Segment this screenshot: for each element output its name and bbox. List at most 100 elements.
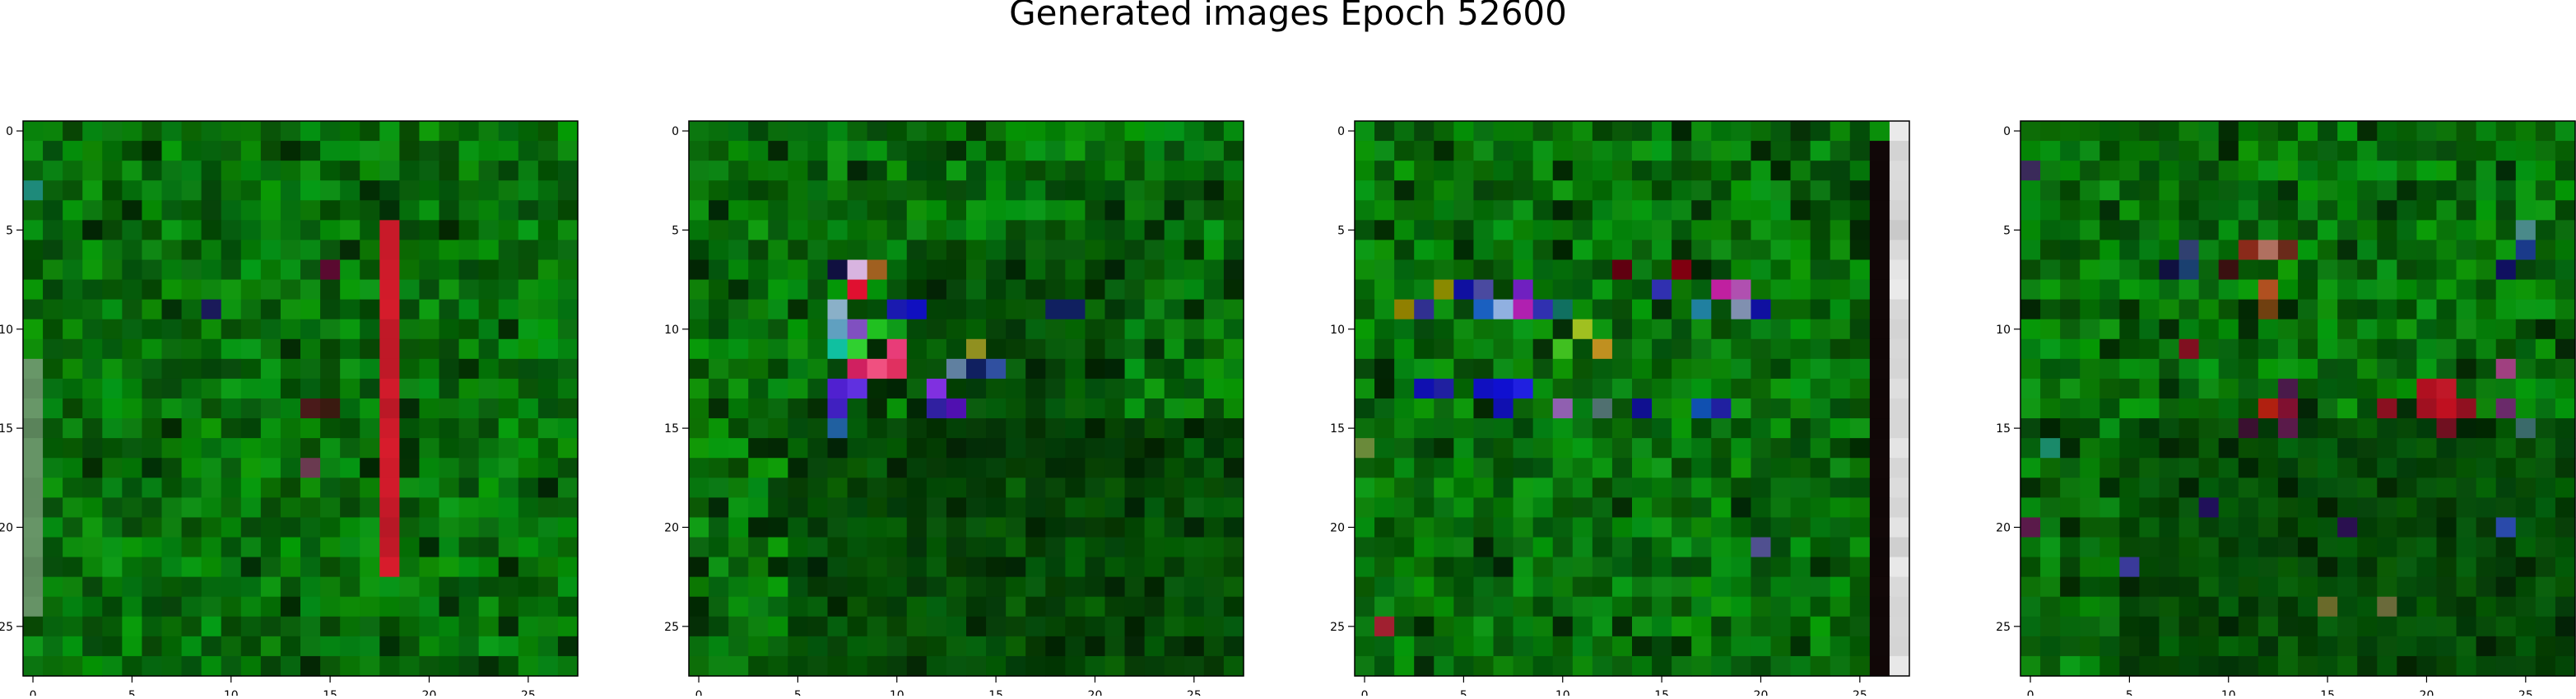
- pixel-cell: [162, 141, 183, 161]
- y-tick-label: 25: [664, 621, 679, 634]
- pixel-cell: [2160, 597, 2180, 617]
- pixel-cell: [2437, 617, 2457, 637]
- pixel-cell: [538, 121, 559, 142]
- pixel-cell: [2060, 161, 2081, 181]
- pixel-cell: [1204, 121, 1225, 142]
- pixel-cell: [1355, 497, 1375, 518]
- pixel-cell: [182, 636, 202, 657]
- pixel-cell: [499, 557, 519, 578]
- pixel-cell: [1593, 141, 1613, 161]
- pixel-cell: [2437, 121, 2457, 142]
- pixel-cell: [43, 121, 63, 142]
- pixel-cell: [122, 577, 142, 598]
- pixel-cell: [419, 220, 439, 240]
- pixel-cell: [142, 339, 162, 360]
- pixel-cell: [848, 438, 868, 459]
- pixel-cell: [241, 656, 262, 677]
- pixel-cell: [1830, 319, 1851, 340]
- pixel-cell: [1394, 260, 1415, 281]
- pixel-cell: [538, 617, 559, 637]
- pixel-cell: [320, 200, 341, 221]
- pixel-cell: [1652, 200, 1672, 221]
- pixel-cell: [499, 300, 519, 320]
- pixel-cell: [788, 656, 808, 677]
- pixel-cell: [1434, 240, 1454, 260]
- pixel-cell: [1553, 497, 1574, 518]
- pixel-cell: [1870, 260, 1890, 281]
- pixel-cell: [1612, 200, 1633, 221]
- pixel-cell: [122, 656, 142, 677]
- pixel-cell: [261, 577, 281, 598]
- pixel-cell: [768, 418, 788, 439]
- pixel-cell: [2298, 597, 2318, 617]
- pixel-cell: [340, 260, 360, 281]
- pixel-cell: [1850, 379, 1871, 399]
- pixel-cell: [2457, 240, 2477, 260]
- pixel-cell: [1204, 458, 1225, 478]
- pixel-cell: [1890, 517, 1910, 538]
- pixel-cell: [1085, 538, 1105, 558]
- pixel-cell: [439, 319, 460, 340]
- pixel-cell: [2377, 497, 2397, 518]
- pixel-cell: [2357, 497, 2378, 518]
- pixel-cell: [946, 538, 967, 558]
- pixel-cell: [2476, 458, 2497, 478]
- pixel-cell: [1830, 300, 1851, 320]
- pixel-cell: [2219, 121, 2239, 142]
- pixel-cell: [1473, 398, 1494, 419]
- pixel-cell: [1672, 497, 1692, 518]
- pixel-cell: [340, 517, 360, 538]
- pixel-cell: [1105, 557, 1126, 578]
- pixel-cell: [728, 617, 749, 637]
- pixel-cell: [2337, 617, 2358, 637]
- pixel-cell: [518, 656, 539, 677]
- pixel-cell: [102, 141, 123, 161]
- pixel-cell: [2337, 319, 2358, 340]
- pixel-cell: [2555, 240, 2576, 260]
- pixel-cell: [1811, 636, 1831, 657]
- pixel-cell: [2278, 497, 2299, 518]
- pixel-cell: [946, 418, 967, 439]
- x-tick-label: 0: [30, 689, 37, 696]
- pixel-cell: [1711, 260, 1732, 281]
- pixel-cell: [1830, 577, 1851, 598]
- pixel-cell: [1691, 121, 1712, 142]
- pixel-cell: [162, 300, 183, 320]
- pixel-cell: [2179, 280, 2200, 301]
- pixel-cell: [1165, 280, 1185, 301]
- pixel-cell: [419, 458, 439, 478]
- pixel-cell: [1025, 280, 1046, 301]
- pixel-cell: [1593, 617, 1613, 637]
- pixel-cell: [1105, 121, 1126, 142]
- pixel-cell: [558, 300, 579, 320]
- pixel-cell: [182, 161, 202, 181]
- pixel-cell: [1494, 300, 1514, 320]
- pixel-cell: [2179, 339, 2200, 360]
- pixel-cell: [558, 280, 579, 301]
- pixel-cell: [1553, 200, 1574, 221]
- pixel-cell: [1374, 438, 1395, 459]
- pixel-cell: [1224, 517, 1244, 538]
- pixel-cell: [1830, 200, 1851, 221]
- pixel-cell: [1374, 557, 1395, 578]
- pixel-cell: [1672, 379, 1692, 399]
- pixel-cell: [887, 339, 908, 360]
- pixel-cell: [2437, 161, 2457, 181]
- pixel-cell: [1830, 597, 1851, 617]
- pixel-cell: [1105, 280, 1126, 301]
- pixel-cell: [1830, 497, 1851, 518]
- pixel-cell: [1751, 538, 1771, 558]
- pixel-cell: [689, 497, 709, 518]
- pixel-cell: [1691, 240, 1712, 260]
- pixel-cell: [828, 141, 849, 161]
- pixel-cell: [2179, 180, 2200, 201]
- pixel-cell: [1751, 180, 1771, 201]
- pixel-cell: [927, 557, 947, 578]
- pixel-cell: [768, 180, 788, 201]
- pixel-cell: [1652, 577, 1672, 598]
- pixel-cell: [2258, 418, 2279, 439]
- pixel-cell: [2437, 557, 2457, 578]
- pixel-cell: [828, 359, 849, 380]
- pixel-cell: [867, 240, 888, 260]
- pixel-cell: [946, 359, 967, 380]
